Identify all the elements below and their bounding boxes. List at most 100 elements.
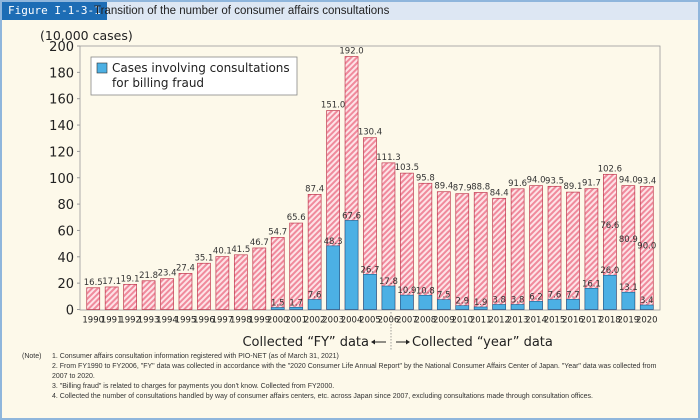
total-label-2001: 65.6 [287,213,306,223]
total-label-2018: 102.6 [598,164,622,174]
billing-fraud-label-2012: 3.8 [492,295,506,305]
billing-fraud-label-2005: 26.7 [361,265,380,275]
x-tick-label-2019: 2019 [618,316,640,326]
bar-billing-fraud-2020 [639,304,654,310]
total-label-2002: 87.4 [305,184,324,194]
total-label-2017: 91.7 [582,179,601,189]
billing-fraud-label-2011: 1.9 [474,298,488,308]
bar-billing-fraud-2018 [603,274,617,310]
total-label-2000: 54.7 [268,227,287,237]
x-tick-label-2006: 2006 [378,316,400,326]
billing-fraud-label-2003: 48.3 [324,237,343,247]
bar-billing-fraud-2015 [547,299,562,310]
total-label-1995: 27.4 [176,263,195,273]
total-label-2011: 88.8 [471,183,490,193]
notes: (Note) 1. Consumer affairs consultation … [22,352,672,402]
x-tick-label-2017: 2017 [581,316,603,326]
bar-billing-fraud-2000 [270,307,285,310]
bar-billing-fraud-2001 [289,306,303,310]
billing-fraud-label-2015: 7.6 [548,290,562,300]
bar-billing-fraud-2003 [326,245,340,310]
bar-billing-fraud-2009 [437,299,451,310]
y-tick-label: 160 [49,93,74,108]
y-tick-label: 80 [57,198,74,213]
other-label-2020: 90.0 [637,242,656,252]
bar-billing-fraud-2017 [584,287,599,310]
total-label-2004: 192.0 [339,47,363,57]
x-tick-label-1990: 1990 [82,316,104,326]
total-label-2008: 95.8 [416,173,435,183]
total-label-1990: 16.5 [84,278,103,288]
bar-total-1992 [123,283,137,310]
x-tick-label-2014: 2014 [525,316,547,326]
y-tick-label: 120 [49,145,74,160]
x-tick-label-2020: 2020 [636,316,658,326]
total-label-2006: 111.3 [376,153,400,163]
billing-fraud-label-2009: 7.5 [437,291,451,301]
y-tick-label: 60 [57,224,74,239]
bar-billing-fraud-2006 [381,285,396,310]
arrow-right-icon [396,339,410,345]
x-tick-label-2011: 2011 [470,316,492,326]
y-tick-label: 0 [66,304,74,319]
x-tick-label-2002: 2002 [304,316,326,326]
total-label-2009: 89.4 [434,182,453,192]
bar-total-1997 [215,256,230,310]
billing-fraud-label-2007: 10.9 [397,286,416,296]
bar-billing-fraud-2010 [455,305,470,310]
total-label-2013: 91.6 [508,179,527,189]
x-tick-label-2001: 2001 [285,316,307,326]
other-label-2018: 76.6 [600,221,619,231]
total-label-1998: 41.5 [231,245,250,255]
billing-fraud-label-2020: 3.4 [640,296,654,306]
y-tick-label: 200 [49,40,74,55]
total-label-1999: 46.7 [250,238,269,248]
y-axis-unit: (10,000 cases) [40,28,133,43]
billing-fraud-label-2000: 1.5 [271,299,285,309]
bar-billing-fraud-2008 [418,294,433,310]
x-tick-label-2010: 2010 [451,316,473,326]
billing-fraud-label-2008: 10.8 [416,286,435,296]
x-tick-label-2009: 2009 [433,316,455,326]
total-label-1996: 35.1 [194,253,213,263]
legend: Cases involving consultations for billin… [90,56,298,96]
bar-total-2011 [473,192,488,310]
figure-header: Figure I-1-3-1 Transition of the number … [2,2,698,20]
total-label-2010: 87.9 [453,184,472,194]
total-label-2019: 94.0 [619,176,638,186]
total-label-2015: 93.5 [545,176,564,186]
bar-total-2010 [455,193,470,310]
bar-billing-fraud-2011 [473,306,488,310]
bar-billing-fraud-2019 [621,291,636,310]
bar-billing-fraud-2002 [307,299,322,310]
arrow-left-icon [371,339,386,345]
total-label-2014: 94.0 [527,176,546,186]
x-tick-label-2016: 2016 [562,316,584,326]
legend-swatch-billing-fraud [96,62,108,74]
x-tick-label-1998: 1998 [230,316,252,326]
x-tick-label-2013: 2013 [507,316,529,326]
billing-fraud-label-2017: 16.1 [582,279,601,289]
x-tick-label-2005: 2005 [359,316,381,326]
bar-total-2001 [289,222,304,310]
x-tick-label-2015: 2015 [544,316,566,326]
y-tick-label: 100 [49,172,74,187]
x-tick-label-1999: 1999 [248,316,270,326]
bar-total-1990 [86,287,101,310]
total-label-1994: 23.4 [158,269,177,279]
x-tick-label-2000: 2000 [267,316,289,326]
billing-fraud-label-2002: 7.6 [308,290,322,300]
annotation-year: Collected “year” data [412,335,553,350]
bar-total-2012 [492,197,507,310]
total-label-1992: 19.1 [121,274,140,284]
total-label-2003: 151.0 [321,101,345,111]
total-label-2005: 130.4 [358,128,382,138]
x-tick-label-2008: 2008 [415,316,437,326]
x-tick-label-1996: 1996 [193,316,215,326]
legend-label-line2: for billing fraud [112,76,204,90]
billing-fraud-label-2016: 7.7 [566,290,580,300]
y-tick-label: 140 [49,119,74,134]
bar-total-2014 [529,185,543,310]
x-tick-label-2003: 2003 [322,316,344,326]
